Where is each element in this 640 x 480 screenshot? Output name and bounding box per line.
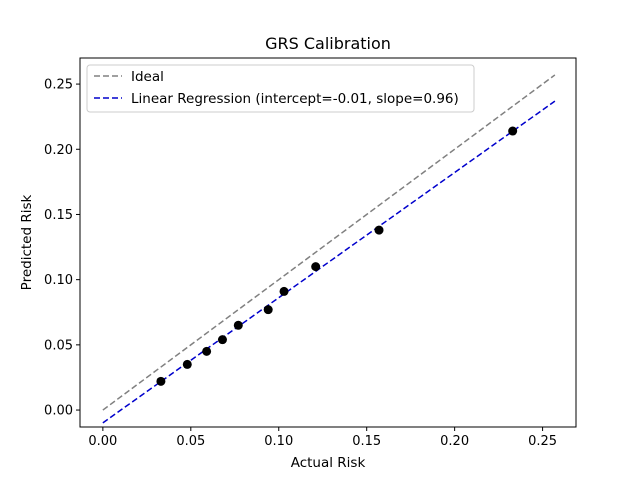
scatter-points (156, 126, 518, 386)
series-lines (102, 74, 556, 424)
y-axis-label: Predicted Risk (19, 194, 35, 290)
y-tick-label: 0.05 (44, 338, 73, 353)
x-tick-label: 0.10 (264, 434, 293, 449)
y-tick-label: 0.25 (44, 78, 73, 93)
x-tick-label: 0.25 (528, 434, 557, 449)
y-tick-label: 0.10 (44, 273, 73, 288)
x-tick-label: 0.00 (88, 434, 117, 449)
x-tick-label: 0.05 (176, 434, 205, 449)
legend: Ideal Linear Regression (intercept=-0.01… (86, 64, 475, 113)
scatter-point (508, 126, 518, 136)
y-axis: 0.00 0.05 0.10 0.15 0.20 0.25 (44, 78, 80, 419)
scatter-point (202, 346, 212, 356)
scatter-point (233, 320, 243, 330)
y-tick-label: 0.15 (44, 208, 73, 223)
x-axis-label: Actual Risk (291, 455, 366, 471)
scatter-point (156, 376, 166, 386)
regression-line (102, 100, 556, 424)
ideal-line (102, 74, 556, 411)
x-tick-label: 0.20 (440, 434, 469, 449)
scatter-point (263, 305, 273, 315)
y-tick-label: 0.00 (44, 404, 73, 419)
scatter-point (374, 225, 384, 235)
y-tick-label: 0.20 (44, 143, 73, 158)
legend-label-ideal: Ideal (131, 69, 164, 85)
plot-frame (79, 57, 577, 428)
scatter-point (311, 262, 321, 272)
legend-label-regression: Linear Regression (intercept=-0.01, slop… (131, 91, 459, 107)
x-axis: 0.00 0.05 0.10 0.15 0.20 0.25 (88, 427, 557, 449)
scatter-point (217, 335, 227, 345)
scatter-point (279, 286, 289, 296)
chart-title: GRS Calibration (265, 34, 391, 53)
x-tick-label: 0.15 (352, 434, 381, 449)
scatter-point (182, 359, 192, 369)
legend-frame (86, 64, 475, 113)
